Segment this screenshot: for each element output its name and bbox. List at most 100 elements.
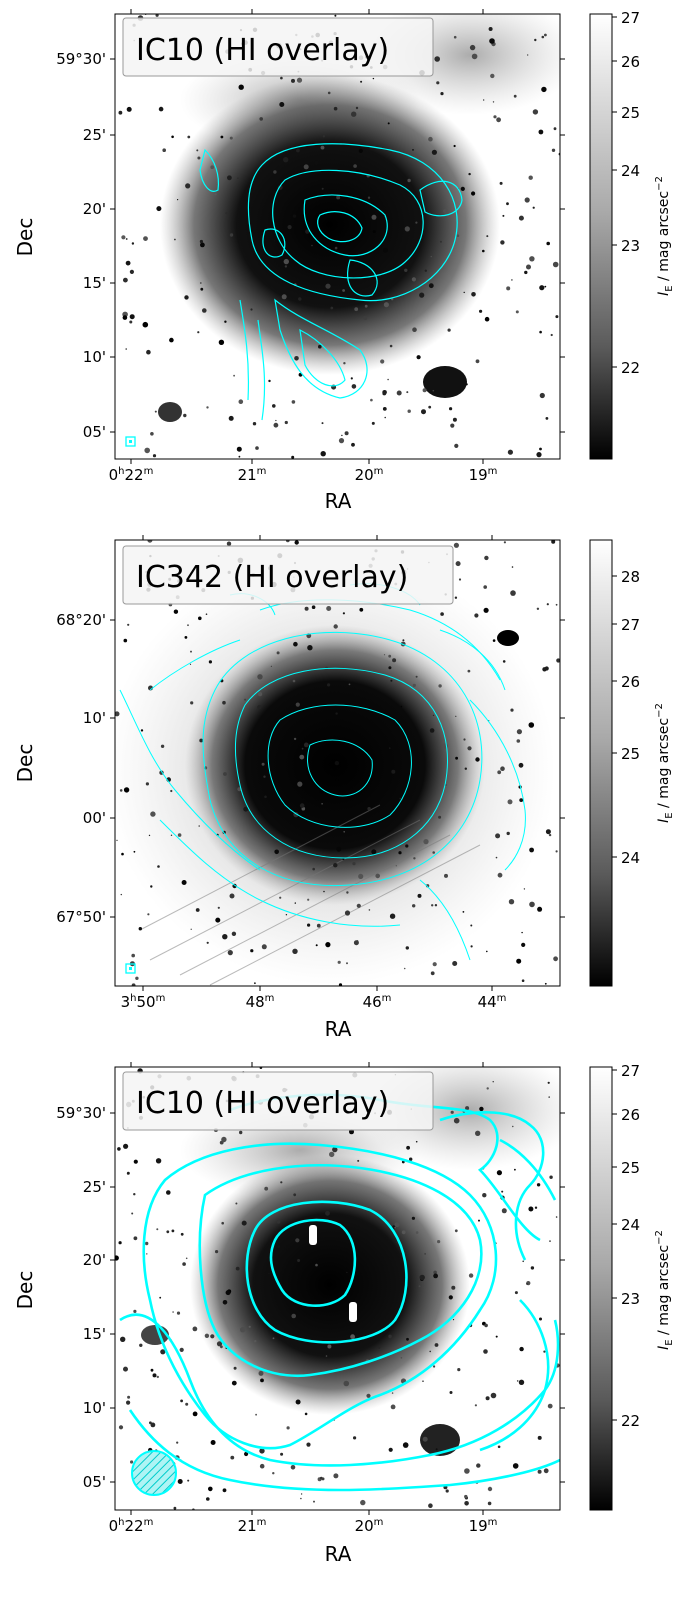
star (551, 148, 556, 152)
star (283, 157, 289, 163)
star (312, 867, 316, 871)
star (467, 669, 471, 673)
star (353, 164, 357, 168)
star (536, 1183, 541, 1187)
star (488, 27, 493, 31)
star (497, 872, 503, 878)
star (518, 1379, 525, 1386)
y-tick-label: 59°30' (56, 50, 106, 68)
star (276, 651, 280, 655)
star (412, 683, 416, 688)
star (337, 960, 341, 964)
star (391, 769, 396, 774)
star (510, 590, 516, 596)
star (387, 122, 390, 125)
star (389, 344, 393, 348)
star (383, 302, 389, 308)
star (496, 117, 501, 123)
star (215, 1250, 219, 1254)
star (344, 431, 349, 436)
star (507, 449, 513, 455)
star (430, 255, 432, 258)
colorbar-tick-label: 25 (621, 745, 640, 763)
star (343, 831, 346, 833)
star (464, 1494, 468, 1499)
star (415, 1140, 418, 1143)
star (500, 766, 505, 771)
star (299, 803, 305, 808)
star (221, 1136, 227, 1143)
star (495, 856, 498, 859)
star (368, 909, 371, 911)
star (272, 404, 276, 408)
star (537, 1435, 542, 1440)
star (527, 54, 529, 56)
star (344, 910, 351, 916)
star (415, 1231, 419, 1234)
star (436, 81, 440, 85)
star (528, 1206, 534, 1212)
star (419, 1274, 425, 1281)
star (336, 195, 341, 200)
star (432, 851, 436, 854)
star (261, 762, 265, 766)
star (545, 829, 551, 835)
star (476, 1463, 481, 1468)
star (329, 1151, 335, 1158)
star (220, 135, 224, 139)
star (145, 782, 149, 786)
star (333, 624, 338, 629)
star (133, 850, 136, 853)
star (547, 1403, 553, 1409)
star (121, 235, 126, 240)
star (156, 1375, 159, 1379)
star (388, 1334, 392, 1339)
star (139, 1343, 143, 1348)
star (192, 1411, 198, 1417)
colorbar-tick-label: 27 (621, 1062, 640, 1080)
star (255, 446, 259, 450)
star (544, 982, 547, 985)
star (485, 1396, 490, 1401)
star (430, 971, 435, 976)
star (131, 983, 136, 986)
star (366, 1393, 371, 1398)
star (546, 241, 550, 246)
star (382, 391, 387, 396)
star (471, 191, 476, 196)
star (126, 1171, 130, 1175)
star (534, 1206, 538, 1209)
star (119, 789, 123, 792)
star (123, 1366, 128, 1372)
star (451, 1285, 456, 1290)
star (155, 14, 159, 17)
star (285, 914, 288, 916)
star (407, 409, 411, 413)
star (484, 1323, 488, 1328)
star (542, 667, 547, 672)
star (233, 374, 236, 377)
x-axis-label: RA (325, 489, 352, 513)
star (321, 1477, 325, 1481)
star (280, 1452, 284, 1456)
star (360, 80, 363, 83)
star (171, 1229, 175, 1233)
star (363, 316, 368, 320)
star (174, 238, 176, 241)
star (274, 240, 276, 242)
star (452, 417, 457, 422)
star (518, 762, 524, 768)
star (455, 561, 461, 567)
star (486, 1087, 489, 1090)
star (120, 1336, 126, 1343)
star (295, 1399, 301, 1405)
star (286, 1426, 290, 1430)
panel-ic10-hi-highres: IC10 (HI overlay) (114, 13, 561, 460)
title-box: IC342 (HI overlay) (122, 545, 454, 605)
star (555, 603, 558, 606)
colorbar-tick-label: 22 (621, 359, 640, 377)
colorbar-tick-label: 28 (621, 568, 640, 586)
star (145, 1241, 149, 1246)
star (469, 44, 476, 51)
star (453, 35, 457, 39)
